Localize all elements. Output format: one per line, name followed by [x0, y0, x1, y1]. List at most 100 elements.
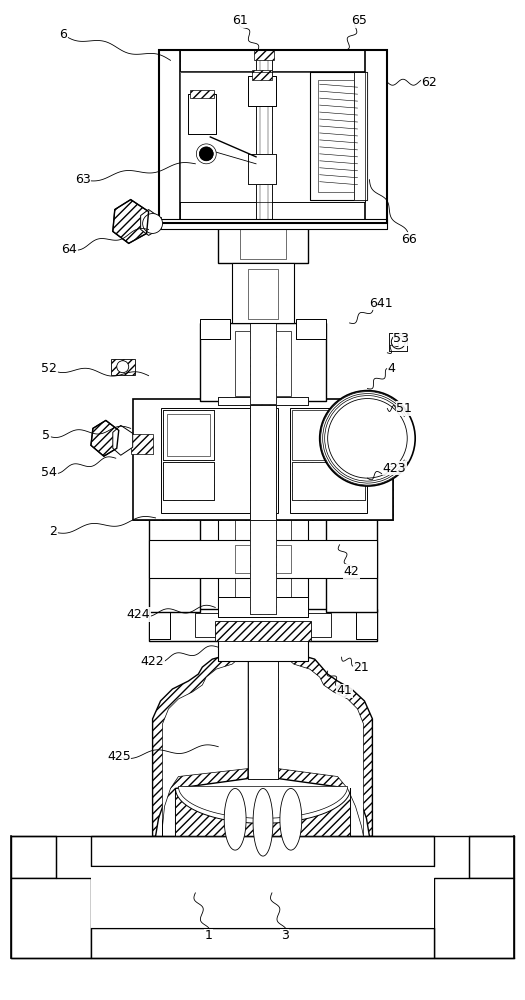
Text: 41: 41 — [337, 684, 352, 697]
Bar — [355, 611, 377, 639]
Polygon shape — [278, 639, 372, 836]
Polygon shape — [224, 788, 246, 850]
Text: 422: 422 — [141, 655, 164, 668]
Bar — [149, 518, 201, 612]
Bar — [232, 263, 294, 323]
Bar — [131, 434, 153, 454]
Text: 3: 3 — [281, 929, 289, 942]
Bar — [353, 72, 368, 200]
Bar — [248, 76, 276, 106]
Polygon shape — [278, 649, 363, 836]
Polygon shape — [141, 210, 159, 235]
Text: 5: 5 — [42, 429, 50, 442]
Text: 423: 423 — [383, 462, 406, 475]
Bar — [235, 331, 291, 396]
Bar — [256, 50, 272, 229]
Bar — [201, 319, 230, 339]
Bar — [292, 410, 365, 460]
Bar — [218, 597, 308, 617]
Bar — [163, 462, 214, 500]
Bar — [149, 611, 171, 639]
Text: 2: 2 — [49, 525, 57, 538]
Polygon shape — [175, 788, 351, 836]
Bar — [159, 50, 181, 223]
Bar — [133, 399, 393, 520]
Bar — [218, 397, 308, 405]
Bar — [248, 580, 278, 779]
Bar — [91, 866, 434, 928]
Bar — [215, 621, 311, 641]
Polygon shape — [153, 639, 248, 836]
Bar — [161, 408, 278, 513]
Text: 1: 1 — [204, 929, 212, 942]
Text: 64: 64 — [61, 243, 77, 256]
Text: 425: 425 — [107, 750, 131, 763]
Bar — [159, 50, 387, 223]
Text: 61: 61 — [232, 14, 248, 27]
Text: 4: 4 — [387, 362, 395, 375]
Bar — [218, 223, 308, 263]
Polygon shape — [253, 788, 273, 856]
Circle shape — [196, 144, 216, 164]
Bar — [12, 878, 91, 958]
Bar — [149, 609, 377, 641]
Bar — [218, 397, 308, 405]
Bar — [250, 510, 276, 614]
Circle shape — [320, 391, 415, 486]
Bar — [353, 72, 368, 200]
Bar — [159, 50, 387, 72]
Bar — [290, 408, 367, 513]
Polygon shape — [178, 786, 348, 818]
Bar — [181, 72, 365, 202]
Circle shape — [391, 335, 405, 349]
Bar — [326, 518, 377, 612]
Circle shape — [117, 361, 129, 373]
Bar — [218, 510, 308, 609]
Bar — [195, 613, 331, 637]
Bar — [390, 333, 407, 351]
Text: 66: 66 — [401, 233, 417, 246]
Bar — [250, 510, 276, 614]
Bar — [159, 50, 181, 223]
Bar — [292, 462, 365, 500]
Polygon shape — [91, 420, 119, 456]
Polygon shape — [280, 788, 302, 850]
Bar — [12, 878, 91, 958]
Bar — [250, 319, 276, 404]
Bar — [201, 323, 326, 401]
Circle shape — [200, 147, 213, 161]
Text: 6: 6 — [59, 28, 67, 41]
Bar — [188, 94, 216, 134]
Bar — [248, 580, 278, 779]
Circle shape — [200, 147, 213, 161]
Bar — [91, 928, 434, 958]
Bar — [159, 50, 387, 72]
Text: 53: 53 — [393, 332, 409, 345]
Bar — [218, 510, 308, 609]
Bar — [159, 219, 387, 229]
Text: 63: 63 — [75, 173, 91, 186]
Bar — [149, 609, 377, 641]
Bar — [240, 229, 286, 259]
Bar — [166, 414, 211, 456]
Bar — [91, 928, 434, 958]
Bar — [232, 263, 294, 323]
Bar — [201, 319, 230, 339]
Bar — [310, 72, 368, 200]
Bar — [235, 545, 291, 573]
Bar — [469, 836, 513, 878]
Bar — [390, 333, 407, 351]
Bar — [250, 399, 276, 520]
Bar — [163, 410, 214, 460]
Bar — [365, 50, 387, 223]
Bar — [159, 219, 387, 229]
Text: 21: 21 — [354, 661, 370, 674]
Circle shape — [143, 214, 163, 233]
Polygon shape — [163, 649, 248, 836]
Text: 65: 65 — [352, 14, 367, 27]
Bar — [434, 878, 513, 958]
Bar — [129, 217, 161, 229]
Bar — [248, 269, 278, 319]
Bar — [326, 518, 377, 612]
Bar — [260, 54, 268, 223]
